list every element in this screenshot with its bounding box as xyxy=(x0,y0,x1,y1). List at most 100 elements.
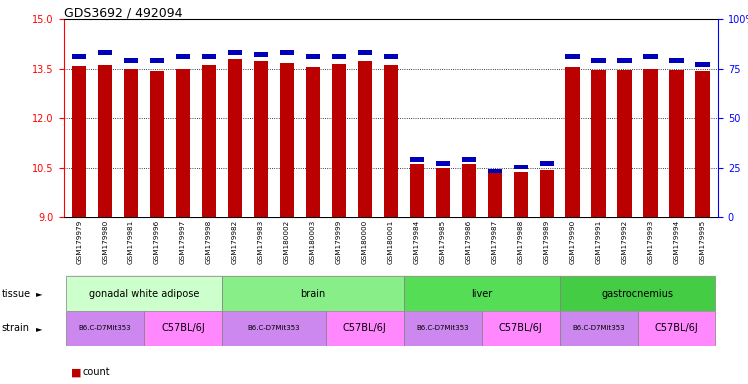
Bar xyxy=(617,70,632,217)
Text: GSM179984: GSM179984 xyxy=(414,220,420,264)
Text: GSM179985: GSM179985 xyxy=(440,220,446,264)
Text: GSM179988: GSM179988 xyxy=(518,220,524,264)
Bar xyxy=(560,276,716,311)
Text: GSM179981: GSM179981 xyxy=(128,220,134,264)
Bar xyxy=(150,58,165,63)
Bar xyxy=(72,66,86,217)
Bar xyxy=(98,50,112,55)
Bar xyxy=(228,60,242,217)
Bar xyxy=(332,64,346,217)
Bar xyxy=(358,61,372,217)
Bar xyxy=(410,157,424,162)
Bar xyxy=(202,65,216,217)
Bar xyxy=(410,164,424,217)
Bar xyxy=(435,167,450,217)
Bar xyxy=(332,55,346,59)
Text: GSM179993: GSM179993 xyxy=(648,220,654,264)
Text: C57BL/6J: C57BL/6J xyxy=(343,323,387,333)
Bar xyxy=(228,50,242,55)
Text: B6.C-D7Mit353: B6.C-D7Mit353 xyxy=(79,325,132,331)
Bar xyxy=(124,69,138,217)
Text: GSM179983: GSM179983 xyxy=(258,220,264,264)
Bar xyxy=(560,311,637,346)
Text: GSM180001: GSM180001 xyxy=(387,220,394,264)
Text: C57BL/6J: C57BL/6J xyxy=(499,323,542,333)
Bar xyxy=(565,55,580,59)
Text: GSM179979: GSM179979 xyxy=(76,220,82,264)
Bar xyxy=(565,67,580,217)
Text: GSM179982: GSM179982 xyxy=(232,220,238,264)
Bar xyxy=(592,70,606,217)
Bar xyxy=(176,55,190,59)
Text: ■: ■ xyxy=(64,367,81,377)
Bar xyxy=(462,157,476,162)
Bar xyxy=(488,170,502,217)
Bar xyxy=(280,50,294,55)
Text: GSM179997: GSM179997 xyxy=(180,220,186,264)
Bar xyxy=(150,71,165,217)
Bar xyxy=(124,58,138,63)
Bar xyxy=(176,69,190,217)
Bar xyxy=(643,69,657,217)
Bar xyxy=(488,169,502,174)
Bar xyxy=(254,61,268,217)
Text: ►: ► xyxy=(36,324,43,333)
Text: GSM179989: GSM179989 xyxy=(544,220,550,264)
Bar xyxy=(66,276,222,311)
Bar xyxy=(404,311,482,346)
Text: B6.C-D7Mit353: B6.C-D7Mit353 xyxy=(248,325,300,331)
Bar xyxy=(482,311,560,346)
Text: strain: strain xyxy=(1,323,29,333)
Bar xyxy=(637,311,716,346)
Text: C57BL/6J: C57BL/6J xyxy=(161,323,205,333)
Text: GSM179991: GSM179991 xyxy=(595,220,601,264)
Text: GSM179980: GSM179980 xyxy=(102,220,108,264)
Bar xyxy=(254,53,268,57)
Bar xyxy=(592,58,606,63)
Text: GSM179999: GSM179999 xyxy=(336,220,342,264)
Text: GSM180000: GSM180000 xyxy=(362,220,368,264)
Bar xyxy=(384,65,398,217)
Text: C57BL/6J: C57BL/6J xyxy=(654,323,699,333)
Bar xyxy=(306,67,320,217)
Bar xyxy=(144,311,222,346)
Bar xyxy=(696,71,710,217)
Text: GSM179998: GSM179998 xyxy=(206,220,212,264)
Text: count: count xyxy=(82,367,110,377)
Text: ►: ► xyxy=(36,289,43,298)
Bar xyxy=(222,311,326,346)
Text: gastrocnemius: gastrocnemius xyxy=(601,289,673,299)
Text: tissue: tissue xyxy=(1,289,31,299)
Bar xyxy=(435,161,450,166)
Bar xyxy=(539,161,554,166)
Bar xyxy=(306,55,320,59)
Bar xyxy=(404,276,560,311)
Text: GDS3692 / 492094: GDS3692 / 492094 xyxy=(64,6,182,19)
Bar xyxy=(514,165,528,169)
Text: B6.C-D7Mit353: B6.C-D7Mit353 xyxy=(417,325,469,331)
Bar xyxy=(326,311,404,346)
Text: gonadal white adipose: gonadal white adipose xyxy=(89,289,199,299)
Text: GSM179994: GSM179994 xyxy=(673,220,679,264)
Bar xyxy=(514,172,528,217)
Bar xyxy=(358,50,372,55)
Bar xyxy=(98,65,112,217)
Bar xyxy=(696,62,710,67)
Text: GSM179986: GSM179986 xyxy=(466,220,472,264)
Text: GSM179990: GSM179990 xyxy=(570,220,576,264)
Text: GSM180003: GSM180003 xyxy=(310,220,316,264)
Text: GSM180002: GSM180002 xyxy=(284,220,290,264)
Bar xyxy=(462,164,476,217)
Text: GSM179987: GSM179987 xyxy=(491,220,497,264)
Bar xyxy=(72,55,86,59)
Bar xyxy=(66,311,144,346)
Text: brain: brain xyxy=(300,289,325,299)
Bar xyxy=(617,58,632,63)
Text: B6.C-D7Mit353: B6.C-D7Mit353 xyxy=(572,325,625,331)
Bar xyxy=(643,55,657,59)
Bar xyxy=(539,170,554,217)
Bar xyxy=(669,58,684,63)
Bar xyxy=(222,276,404,311)
Text: liver: liver xyxy=(471,289,492,299)
Bar xyxy=(202,55,216,59)
